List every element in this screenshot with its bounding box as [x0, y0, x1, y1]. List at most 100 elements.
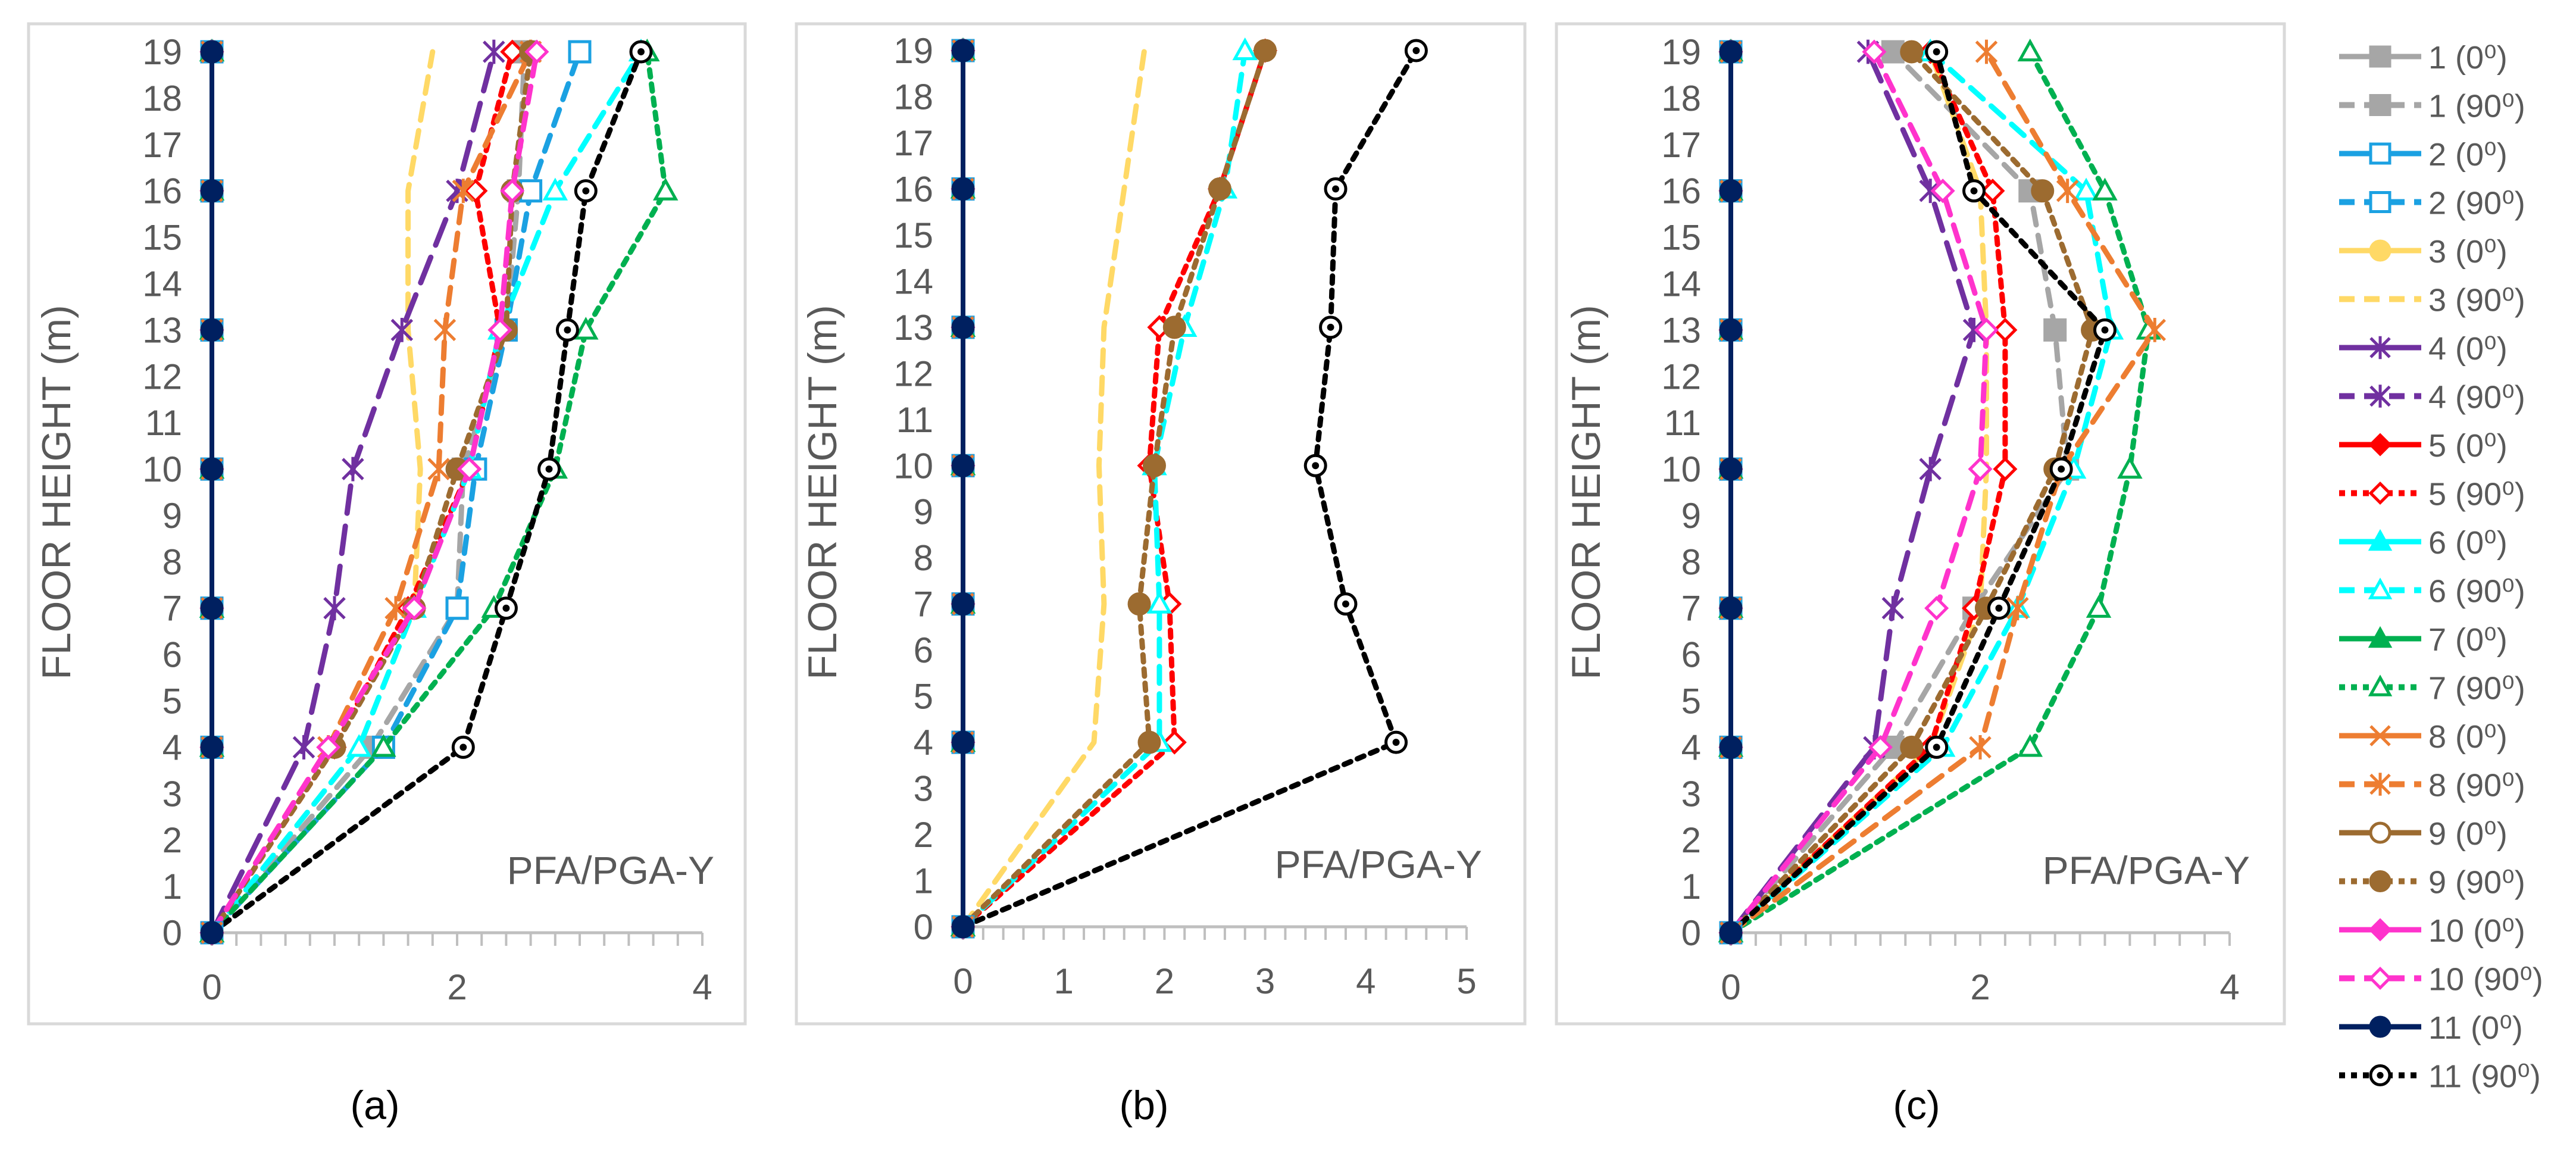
data-point	[433, 317, 457, 342]
panel-annotation: PFA/PGA-Y	[507, 848, 714, 892]
y-tick-label: 4	[162, 727, 182, 767]
y-tick-label: 17	[142, 125, 182, 165]
data-point	[555, 318, 579, 342]
data-point	[2056, 179, 2079, 204]
y-tick-label: 19	[1661, 32, 1701, 72]
data-point	[951, 39, 975, 62]
legend-label: 4 (0⁰)	[2428, 331, 2508, 367]
data-point	[1719, 735, 1743, 759]
data-point	[1987, 596, 2011, 620]
data-point	[200, 40, 224, 64]
data-point	[1719, 318, 1743, 342]
legend-entry: 11 (90⁰)	[2339, 1059, 2541, 1095]
legend-entry: 11 (0⁰)	[2339, 1010, 2523, 1046]
legend-label: 4 (90⁰)	[2428, 380, 2525, 415]
x-tick-label: 5	[1456, 961, 1476, 1001]
legend-marker	[2369, 239, 2391, 262]
data-point	[200, 596, 224, 620]
legend-label: 9 (0⁰)	[2428, 816, 2508, 852]
legend-entry: 5 (0⁰)	[2339, 428, 2508, 464]
data-point	[452, 179, 475, 204]
y-tick-label: 11	[1664, 403, 1701, 443]
legend-marker	[2369, 773, 2391, 796]
y-tick-label: 1	[162, 867, 182, 907]
legend-entry: 8 (0⁰)	[2339, 719, 2508, 755]
legend-entry: 10 (90⁰)	[2339, 962, 2543, 998]
legend-marker	[2369, 870, 2391, 892]
data-point	[200, 318, 224, 342]
panel-caption: (b)	[1119, 1083, 1168, 1128]
x-tick-label: 0	[1721, 967, 1740, 1007]
x-tick-label: 3	[1255, 961, 1275, 1001]
y-tick-label: 4	[1681, 727, 1701, 767]
y-tick-label: 9	[914, 492, 933, 532]
legend-entry: 3 (90⁰)	[2339, 283, 2525, 318]
data-point	[1925, 40, 1949, 64]
y-tick-label: 19	[893, 31, 933, 71]
data-point	[1719, 596, 1743, 620]
legend-entry: 3 (0⁰)	[2339, 234, 2508, 270]
y-tick-label: 13	[893, 308, 933, 348]
y-tick-label: 9	[1681, 496, 1701, 536]
data-point	[1137, 730, 1161, 754]
data-point	[1969, 735, 1992, 760]
data-point	[457, 457, 482, 482]
data-point	[1993, 317, 2018, 342]
y-tick-label: 2	[162, 820, 182, 860]
legend-marker	[2369, 725, 2391, 746]
data-point	[542, 177, 568, 201]
data-point	[487, 317, 512, 342]
data-point	[1900, 40, 1924, 64]
y-tick-label: 12	[1661, 357, 1701, 396]
y-tick-label: 14	[142, 264, 182, 304]
y-tick-label: 9	[162, 496, 182, 536]
y-tick-label: 11	[896, 400, 933, 440]
panel-frame	[1555, 22, 2286, 1026]
data-point	[494, 596, 518, 620]
legend-entry: 5 (90⁰)	[2339, 477, 2525, 512]
y-tick-label: 13	[142, 310, 182, 350]
data-point	[323, 596, 346, 621]
data-point	[1881, 596, 1905, 621]
data-point	[1253, 39, 1277, 62]
legend-label: 9 (90⁰)	[2428, 865, 2525, 901]
y-tick-label: 15	[1661, 218, 1701, 258]
y-axis-label: FLOOR HEIGHT (m)	[1564, 305, 1609, 680]
data-point	[200, 457, 224, 481]
data-point	[524, 39, 549, 64]
data-point	[1925, 735, 1949, 759]
data-point	[1719, 921, 1743, 945]
data-point	[1719, 179, 1743, 203]
legend-label: 2 (90⁰)	[2428, 186, 2525, 221]
y-tick-label: 18	[142, 79, 182, 118]
data-point	[1324, 177, 1348, 201]
data-point	[463, 179, 488, 204]
y-axis-label: FLOOR HEIGHT (m)	[34, 305, 79, 680]
y-tick-label: 3	[1681, 774, 1701, 814]
panel-caption: (a)	[350, 1083, 399, 1128]
data-point	[200, 921, 224, 945]
y-tick-label: 16	[142, 171, 182, 211]
legend-marker	[2369, 45, 2391, 68]
data-point	[451, 735, 475, 759]
legend-entry: 7 (0⁰)	[2339, 622, 2508, 658]
data-point	[1868, 735, 1893, 760]
data-point	[2117, 455, 2143, 479]
series-11-90	[951, 39, 1428, 939]
data-point	[574, 179, 598, 203]
y-tick-label: 5	[162, 682, 182, 721]
y-tick-label: 6	[1681, 635, 1701, 675]
data-point	[1974, 317, 1999, 342]
data-point	[1146, 590, 1173, 614]
legend-entry: 4 (90⁰)	[2339, 380, 2525, 415]
legend-label: 11 (90⁰)	[2428, 1059, 2541, 1095]
legend-marker	[2369, 142, 2391, 165]
data-point	[1319, 315, 1343, 339]
y-tick-label: 7	[162, 589, 182, 629]
series-line	[960, 48, 1148, 930]
legend-label: 2 (0⁰)	[2428, 137, 2508, 173]
legend: 1 (0⁰) 1 (90⁰) 2 (0⁰) 2 (90⁰) 3 (0⁰) 3 (90⁰) 4…	[2339, 40, 2543, 1095]
y-tick-label: 15	[893, 215, 933, 255]
y-tick-label: 16	[1661, 171, 1701, 211]
